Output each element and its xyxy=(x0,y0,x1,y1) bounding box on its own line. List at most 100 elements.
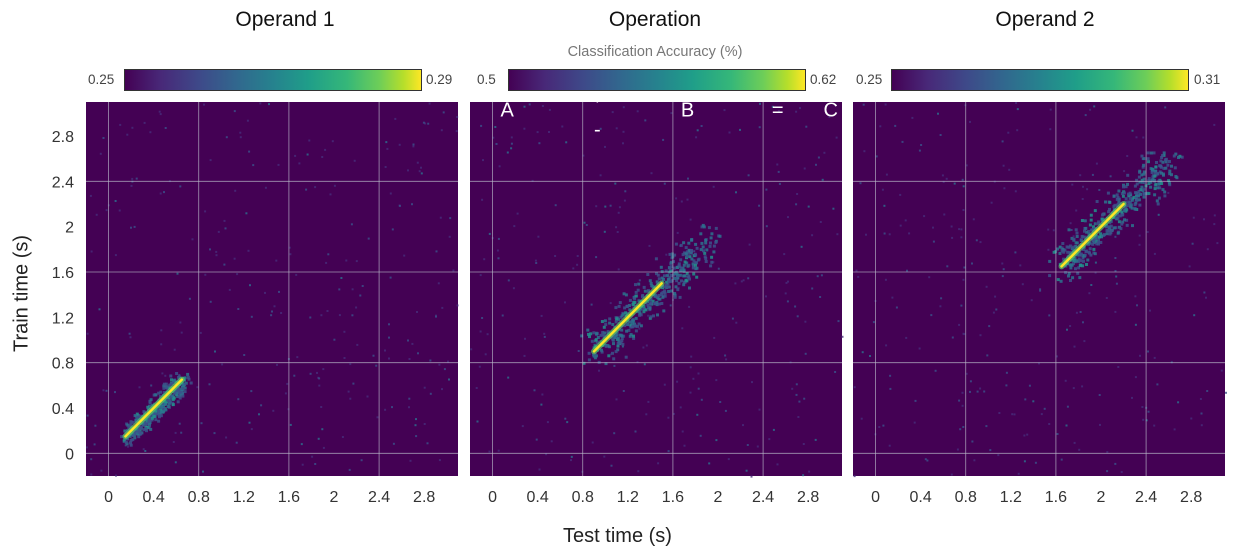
peak-speck xyxy=(712,244,716,248)
noise-speck xyxy=(669,304,672,307)
peak-speck xyxy=(649,315,653,319)
peak-speck xyxy=(1124,208,1128,211)
noise-speck xyxy=(131,177,134,180)
noise-speck xyxy=(572,267,575,270)
noise-speck xyxy=(142,448,145,451)
peak-speck xyxy=(1142,187,1146,191)
noise-speck xyxy=(965,372,968,375)
peak-speck xyxy=(1079,252,1083,256)
peak-speck xyxy=(1112,194,1116,198)
noise-speck xyxy=(333,184,336,187)
noise-speck xyxy=(408,358,411,360)
noise-speck xyxy=(783,253,786,256)
noise-speck xyxy=(1066,328,1068,331)
colorbar-caption: Classification Accuracy (%) xyxy=(567,44,743,60)
peak-speck xyxy=(1149,185,1153,189)
noise-speck xyxy=(756,445,759,448)
peak-speck xyxy=(669,289,673,293)
y-tick-label: 1.6 xyxy=(52,265,74,282)
peak-speck xyxy=(1160,171,1163,175)
noise-speck xyxy=(724,409,727,412)
noise-speck xyxy=(348,468,351,471)
peak-speck xyxy=(162,384,166,388)
noise-speck xyxy=(1056,433,1059,435)
peak-speck xyxy=(1068,244,1072,248)
peak-speck xyxy=(163,399,167,403)
peak-speck xyxy=(1137,190,1141,193)
noise-speck xyxy=(795,393,798,396)
noise-speck xyxy=(119,123,122,126)
noise-speck xyxy=(438,363,441,366)
noise-speck xyxy=(564,417,567,420)
peak-speck xyxy=(131,420,135,424)
noise-speck xyxy=(426,442,429,445)
noise-speck xyxy=(130,226,132,229)
noise-speck xyxy=(1106,470,1109,473)
peak-speck xyxy=(1074,228,1078,232)
noise-speck xyxy=(483,258,486,261)
peak-speck xyxy=(710,232,714,236)
peak-speck xyxy=(718,234,722,238)
noise-speck xyxy=(855,269,858,272)
noise-speck xyxy=(969,380,972,383)
peak-speck xyxy=(616,337,620,340)
noise-speck xyxy=(486,333,489,336)
peak-speck xyxy=(628,320,632,324)
peak-speck xyxy=(700,241,704,245)
noise-speck xyxy=(1066,405,1069,408)
peak-speck xyxy=(634,329,638,333)
colorbar-2-min: 0.5 xyxy=(477,72,496,87)
peak-speck xyxy=(1078,276,1082,280)
peak-speck xyxy=(1159,159,1163,163)
peak-speck xyxy=(1116,231,1120,235)
peak-speck xyxy=(683,260,687,264)
noise-speck xyxy=(884,103,887,106)
noise-speck xyxy=(697,387,700,390)
peak-speck xyxy=(600,350,604,354)
peak-speck xyxy=(150,416,154,420)
peak-speck xyxy=(157,419,161,423)
noise-speck xyxy=(913,421,916,424)
noise-speck xyxy=(550,440,553,443)
noise-speck xyxy=(1079,174,1082,177)
peak-speck xyxy=(1132,196,1136,199)
noise-speck xyxy=(599,174,602,177)
noise-speck xyxy=(317,437,320,440)
noise-speck xyxy=(523,105,526,108)
noise-speck xyxy=(543,332,546,335)
peak-speck xyxy=(1097,238,1100,242)
noise-speck xyxy=(541,393,544,396)
peak-speck xyxy=(181,394,185,398)
peak-speck xyxy=(162,407,166,411)
noise-speck xyxy=(1084,114,1087,117)
noise-speck xyxy=(717,267,720,270)
peak-speck xyxy=(656,273,660,277)
peak-speck xyxy=(608,317,612,321)
noise-speck xyxy=(293,374,296,377)
noise-speck xyxy=(338,314,341,317)
noise-speck xyxy=(1138,243,1141,246)
peak-speck xyxy=(171,403,175,407)
noise-speck xyxy=(510,147,513,150)
peak-speck xyxy=(655,272,658,276)
peak-speck xyxy=(1123,218,1126,222)
noise-speck xyxy=(366,395,369,398)
peak-speck xyxy=(637,299,641,303)
noise-speck xyxy=(859,182,862,185)
noise-speck xyxy=(501,314,504,317)
noise-speck xyxy=(875,155,878,158)
noise-speck xyxy=(696,413,699,416)
noise-speck xyxy=(131,126,134,129)
noise-speck xyxy=(997,454,1000,457)
noise-speck xyxy=(424,122,427,125)
noise-speck xyxy=(237,308,240,310)
peak-speck xyxy=(1118,214,1122,218)
peak-speck xyxy=(593,356,597,360)
noise-speck xyxy=(1145,419,1148,422)
noise-speck xyxy=(1001,262,1004,265)
peak-speck xyxy=(1092,225,1095,229)
noise-speck xyxy=(294,154,297,157)
noise-speck xyxy=(90,473,93,476)
peak-speck xyxy=(622,292,626,296)
noise-speck xyxy=(883,232,886,235)
